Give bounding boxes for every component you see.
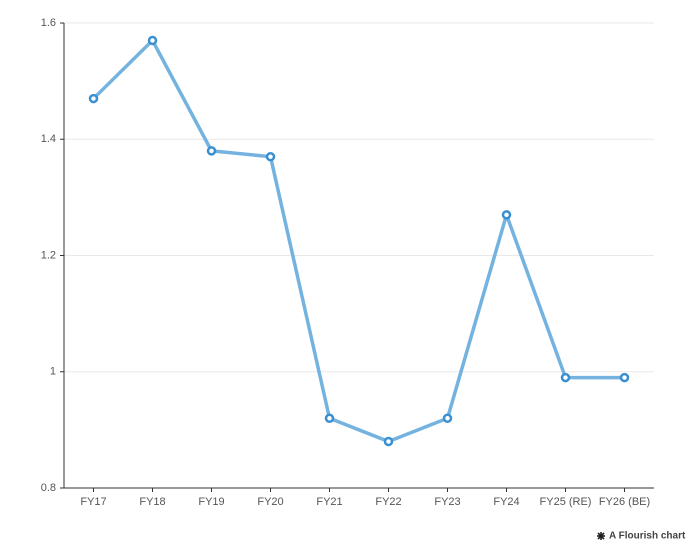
point	[560, 372, 571, 383]
point	[619, 372, 630, 383]
x-tick-label: FY24	[493, 496, 519, 508]
point	[324, 413, 335, 423]
x-tick-label: FY22	[375, 496, 401, 508]
point	[147, 35, 158, 46]
y-tick-label: 1.2	[41, 249, 56, 261]
point	[501, 210, 512, 220]
y-tick-label: 1.6	[41, 17, 56, 29]
flourish-logo	[597, 532, 605, 540]
footer[interactable]: A Flourish chart	[609, 531, 686, 542]
x-tick-label: FY26 (BE)	[599, 496, 650, 508]
y-tick-label: 1.4	[41, 133, 56, 145]
point	[265, 151, 276, 162]
x-tick-label: FY25 (RE)	[540, 496, 592, 508]
line	[92, 38, 625, 444]
point	[88, 93, 99, 104]
point	[206, 146, 217, 156]
y-tick-label: 0.8	[41, 482, 56, 494]
x-tick-label: FY17	[80, 496, 106, 508]
x-tick-label: FY18	[139, 496, 165, 508]
point	[442, 413, 453, 423]
x-tick-label: FY21	[316, 496, 342, 508]
x-tick-label: FY23	[434, 496, 460, 508]
point	[383, 436, 394, 447]
x-tick-label: FY20	[257, 496, 283, 508]
y-tick-label: 1	[50, 366, 56, 378]
x-tick-label: FY19	[198, 496, 224, 508]
